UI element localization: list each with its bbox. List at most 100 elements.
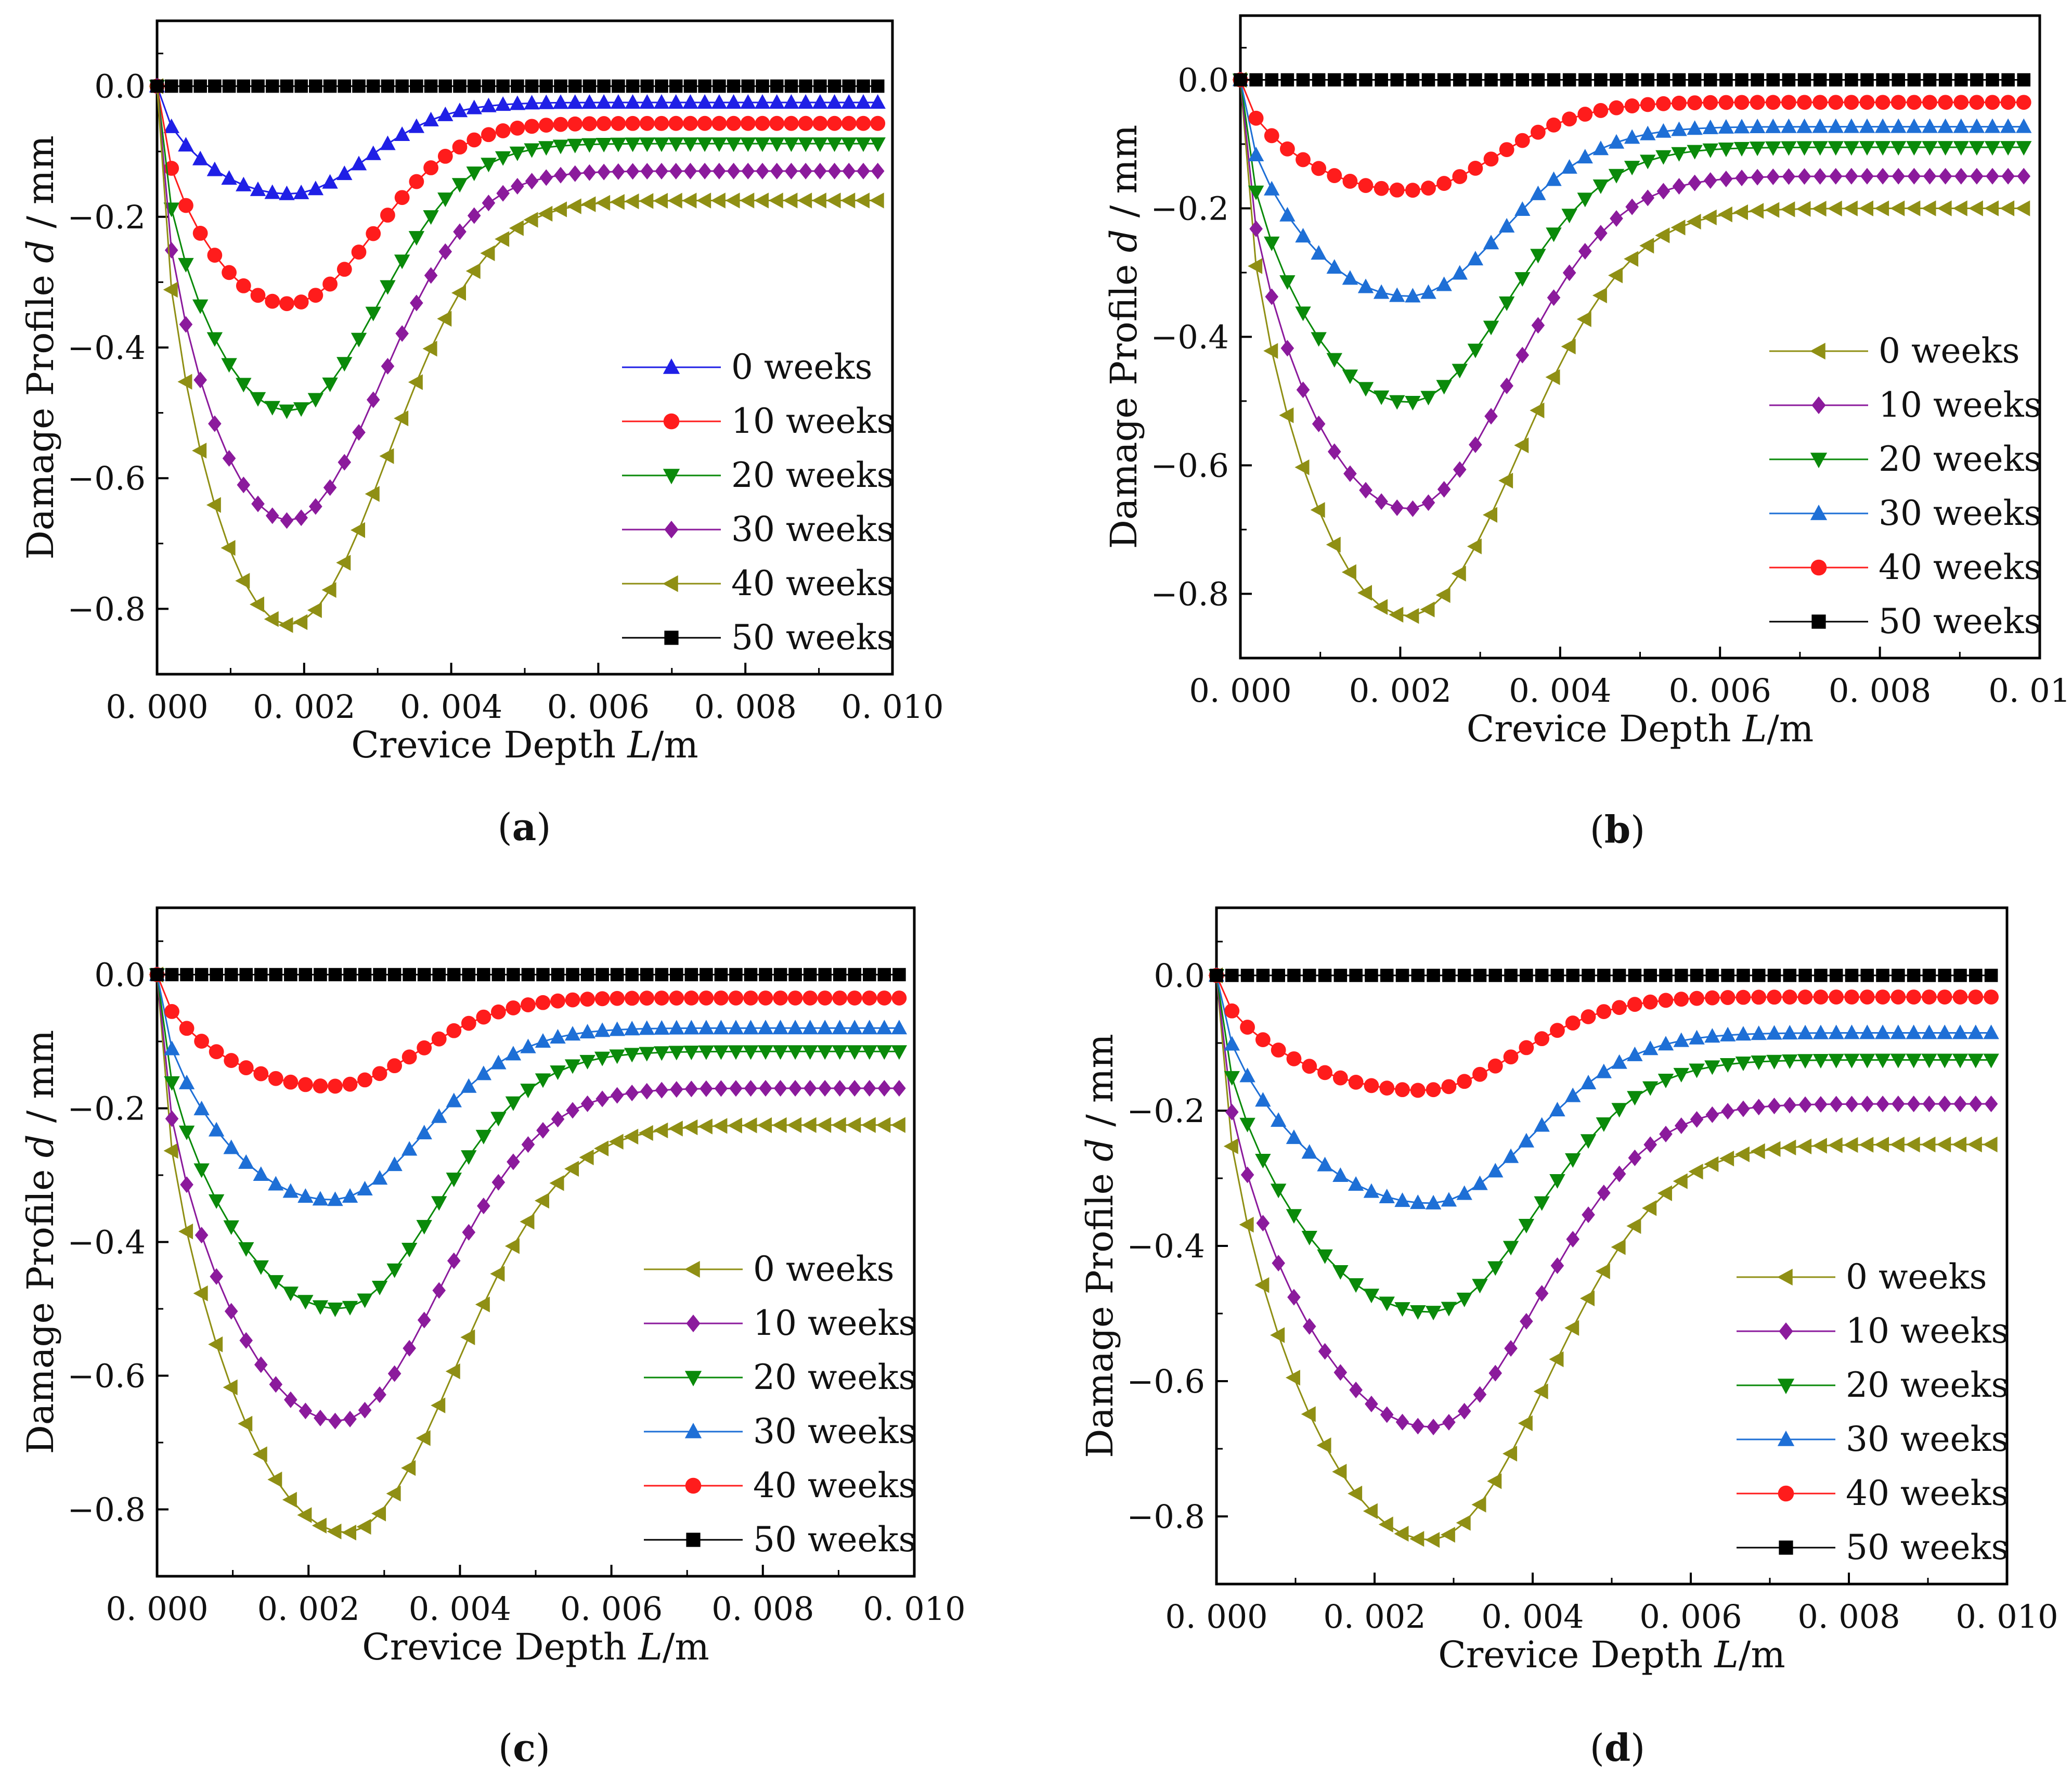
- data-point: [740, 192, 755, 209]
- data-point: [327, 1302, 343, 1317]
- data-point: [639, 1020, 655, 1035]
- data-point: [2017, 168, 2031, 185]
- data-point: [1435, 587, 1451, 603]
- data-point: [787, 1045, 804, 1060]
- data-point: [1349, 969, 1363, 982]
- data-point: [451, 285, 467, 301]
- data-point: [209, 1044, 224, 1060]
- data-point: [1719, 73, 1733, 87]
- data-point: [2017, 73, 2031, 87]
- data-point: [511, 178, 524, 195]
- data-point: [772, 1045, 788, 1060]
- data-point: [783, 94, 799, 109]
- data-point: [1672, 178, 1686, 195]
- data-point: [1968, 989, 1984, 1005]
- chart-panel-b: 0. 000 0. 002 0. 004 0. 006 0. 008 0. 010 0.0 −…: [1103, 14, 2072, 852]
- data-point: [1469, 436, 1482, 453]
- data-point: [1749, 203, 1764, 219]
- data-point: [2016, 118, 2032, 133]
- data-point: [640, 79, 654, 93]
- data-point: [568, 79, 582, 93]
- data-point: [210, 968, 223, 982]
- data-point: [482, 79, 496, 93]
- data-point: [221, 170, 237, 185]
- data-point: [453, 223, 467, 240]
- data-point: [461, 1015, 476, 1031]
- data-point: [1843, 118, 1860, 133]
- data-point: [595, 195, 611, 211]
- data-point: [1765, 118, 1781, 133]
- data-point: [567, 138, 583, 153]
- data-point: [438, 79, 452, 93]
- data-point: [1608, 267, 1623, 284]
- data-point: [876, 1045, 892, 1060]
- y-tick-label: −0.8: [1150, 575, 1229, 613]
- data-point: [180, 1176, 193, 1193]
- data-point: [438, 243, 452, 260]
- legend-marker: [1777, 1379, 1795, 1394]
- data-point: [553, 117, 568, 132]
- data-point: [1594, 225, 1608, 242]
- legend-marker: [664, 521, 679, 538]
- x-tick-label: 0. 010: [841, 688, 943, 726]
- data-point: [284, 968, 297, 982]
- data-point: [1547, 289, 1561, 306]
- data-point: [855, 137, 872, 152]
- data-point: [1845, 969, 1859, 982]
- data-point: [580, 1095, 594, 1112]
- data-point: [207, 248, 223, 263]
- data-point: [309, 79, 322, 93]
- data-point: [1411, 969, 1425, 982]
- data-point: [1983, 1053, 1999, 1069]
- data-point: [841, 137, 857, 152]
- data-point: [1405, 288, 1421, 303]
- data-point: [871, 79, 885, 93]
- data-point: [1703, 172, 1717, 189]
- data-point: [1224, 1003, 1240, 1019]
- data-point: [1892, 969, 1905, 982]
- data-point: [251, 495, 265, 512]
- data-point: [1828, 1053, 1844, 1069]
- data-point: [1702, 119, 1718, 134]
- data-point: [1597, 1185, 1611, 1202]
- data-point: [1498, 472, 1513, 489]
- data-point: [769, 115, 785, 131]
- data-point: [1938, 73, 1952, 87]
- data-point: [624, 193, 639, 210]
- data-point: [164, 1076, 180, 1091]
- data-point: [1379, 1188, 1395, 1203]
- data-point: [608, 1134, 624, 1150]
- data-point: [831, 1117, 846, 1133]
- data-point: [610, 94, 627, 109]
- data-point: [1425, 1532, 1440, 1548]
- data-point: [1938, 969, 1952, 982]
- data-point: [1767, 1097, 1781, 1114]
- data-point: [1224, 1036, 1240, 1051]
- data-point: [267, 1471, 282, 1488]
- data-point: [1828, 118, 1844, 133]
- data-point: [1967, 1136, 1982, 1153]
- legend-label: 40 weeks: [1879, 547, 2041, 587]
- legend-label: 40 weeks: [731, 563, 894, 603]
- data-point: [1737, 1100, 1750, 1117]
- data-point: [1389, 395, 1405, 410]
- data-point: [654, 115, 669, 131]
- data-point: [725, 192, 740, 209]
- data-point: [505, 1046, 522, 1061]
- data-point: [697, 1118, 713, 1135]
- y-tick-label: −0.6: [67, 1357, 146, 1395]
- data-point: [254, 968, 268, 982]
- data-point: [1363, 1289, 1380, 1304]
- data-point: [566, 1102, 579, 1119]
- data-point: [424, 79, 438, 93]
- data-point: [323, 79, 337, 93]
- data-point: [1922, 95, 1937, 110]
- y-tick-label: −0.6: [1150, 447, 1229, 485]
- data-point: [595, 1090, 609, 1108]
- legend-label: 0 weeks: [753, 1249, 894, 1289]
- data-point: [236, 378, 252, 393]
- legend-marker: [1810, 453, 1828, 468]
- data-point: [1639, 238, 1654, 254]
- data-point: [447, 1252, 461, 1269]
- series-0: [149, 78, 886, 200]
